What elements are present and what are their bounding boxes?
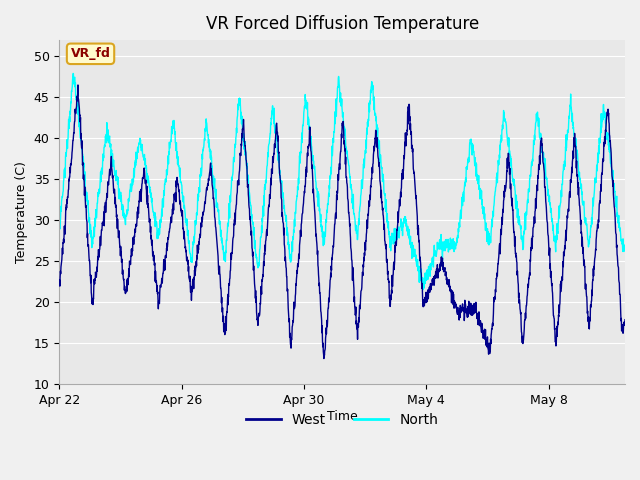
- Title: VR Forced Diffusion Temperature: VR Forced Diffusion Temperature: [205, 15, 479, 33]
- Text: VR_fd: VR_fd: [70, 48, 111, 60]
- X-axis label: Time: Time: [327, 409, 358, 422]
- Y-axis label: Temperature (C): Temperature (C): [15, 161, 28, 263]
- Legend: West, North: West, North: [241, 407, 444, 432]
